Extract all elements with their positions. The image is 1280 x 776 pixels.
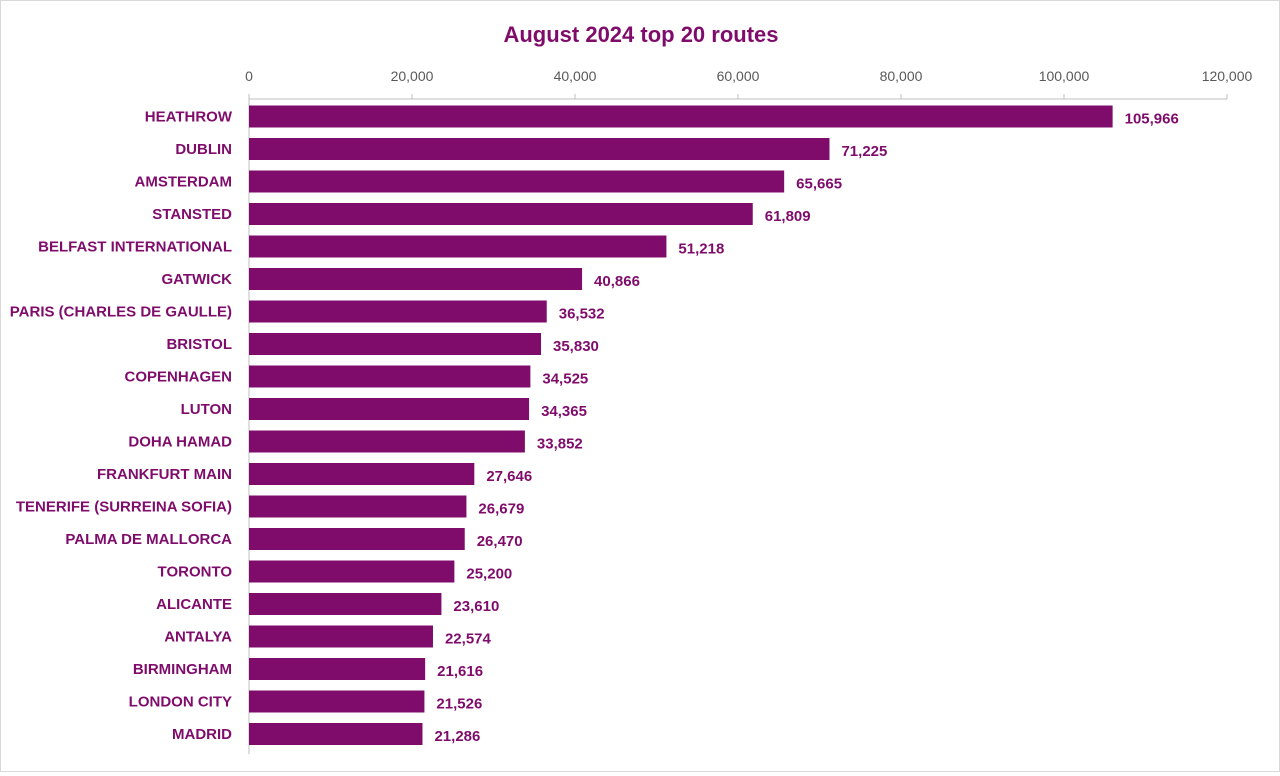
bar — [249, 560, 455, 583]
data-label: 61,809 — [765, 208, 811, 225]
category-label: LUTON — [181, 401, 232, 418]
category-label: STANSTED — [152, 206, 232, 223]
data-label: 21,616 — [437, 663, 483, 680]
data-label: 34,365 — [541, 403, 587, 420]
x-axis: 0 20,000 40,000 60,000 80,000 100,000 120,000 — [245, 68, 1253, 755]
data-label: 26,470 — [477, 533, 523, 550]
category-label: PALMA DE MALLORCA — [65, 531, 232, 548]
category-label: HEATHROW — [145, 109, 233, 126]
category-label: BIRMINGHAM — [133, 661, 232, 678]
bar — [249, 333, 542, 355]
data-label: 21,286 — [434, 728, 480, 745]
data-label: 105,966 — [1125, 111, 1179, 128]
x-tick-label: 0 — [245, 68, 253, 84]
category-label: MADRID — [172, 726, 232, 743]
x-tick-label: 80,000 — [880, 68, 923, 84]
x-tick-label: 60,000 — [717, 68, 760, 84]
bar — [249, 105, 1113, 128]
bar — [249, 203, 753, 225]
bars — [249, 105, 1113, 745]
data-label: 40,866 — [594, 273, 640, 290]
bar — [249, 365, 531, 388]
bar — [249, 398, 530, 420]
category-label: DOHA HAMAD — [128, 434, 232, 451]
data-label: 36,532 — [559, 306, 605, 323]
bar — [249, 658, 426, 680]
category-label: COPENHAGEN — [124, 369, 232, 386]
bar — [249, 723, 423, 745]
bar — [249, 235, 667, 258]
category-label: PARIS (CHARLES DE GAULLE) — [10, 304, 232, 321]
data-label: 22,574 — [445, 631, 492, 648]
data-labels: 105,966 71,225 65,665 61,809 51,218 40,866 36,… — [434, 111, 1178, 746]
category-label: TENERIFE (SURREINA SOFIA) — [16, 499, 232, 516]
category-label: FRANKFURT MAIN — [97, 466, 232, 483]
category-label: TORONTO — [158, 564, 233, 581]
data-label: 26,679 — [478, 501, 524, 518]
category-label: DUBLIN — [175, 141, 232, 158]
chart-title: August 2024 top 20 routes — [503, 22, 778, 47]
bar — [249, 170, 785, 193]
x-tick-label: 20,000 — [391, 68, 434, 84]
bar — [249, 430, 525, 453]
category-label: ALICANTE — [156, 596, 232, 613]
bar — [249, 268, 583, 290]
bar — [249, 593, 442, 615]
category-label: LONDON CITY — [129, 694, 232, 711]
data-label: 33,852 — [537, 436, 583, 453]
data-label: 65,665 — [796, 176, 842, 193]
category-label: GATWICK — [161, 271, 232, 288]
data-label: 71,225 — [841, 143, 887, 160]
x-tick-label: 100,000 — [1039, 68, 1090, 84]
bar — [249, 625, 433, 648]
data-label: 35,830 — [553, 338, 599, 355]
data-label: 34,525 — [542, 371, 588, 388]
bar — [249, 300, 547, 323]
category-label: ANTALYA — [164, 629, 232, 646]
bar — [249, 690, 425, 713]
data-label: 51,218 — [678, 241, 724, 258]
data-label: 23,610 — [453, 598, 499, 615]
category-labels: HEATHROW DUBLIN AMSTERDAM STANSTED BELFAST I… — [10, 109, 233, 744]
data-label: 27,646 — [486, 468, 532, 485]
data-label: 25,200 — [466, 566, 512, 583]
data-label: 21,526 — [436, 696, 482, 713]
x-tick-label: 120,000 — [1202, 68, 1253, 84]
bar — [249, 528, 465, 550]
category-label: AMSTERDAM — [135, 174, 233, 191]
category-label: BRISTOL — [166, 336, 232, 353]
category-label: BELFAST INTERNATIONAL — [38, 239, 232, 256]
bar — [249, 138, 830, 160]
bar — [249, 495, 467, 518]
bar — [249, 463, 475, 485]
x-tick-label: 40,000 — [554, 68, 597, 84]
